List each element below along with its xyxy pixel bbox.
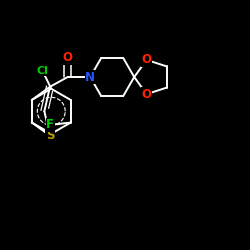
Text: N: N — [85, 70, 95, 84]
Text: S: S — [46, 129, 54, 142]
Text: F: F — [46, 118, 54, 132]
Text: O: O — [142, 54, 152, 66]
Text: O: O — [63, 52, 73, 64]
Text: O: O — [142, 88, 152, 101]
Text: Cl: Cl — [36, 66, 48, 76]
